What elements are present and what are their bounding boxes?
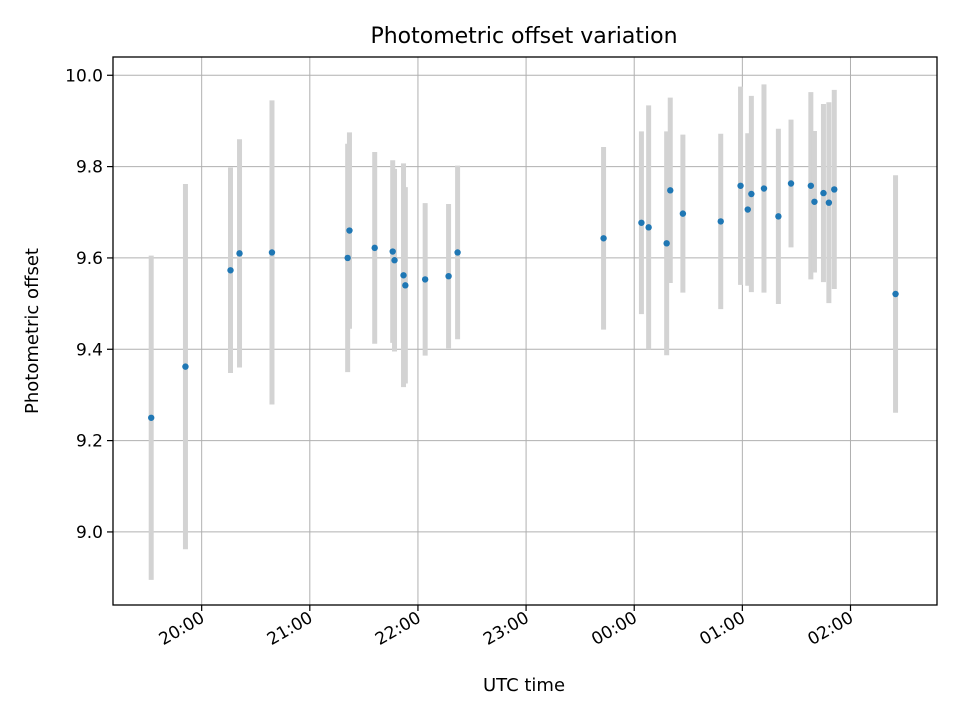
data-point [667,187,674,194]
x-tick-label: 00:00 [588,608,640,650]
data-point [400,272,407,279]
y-tick-label: 9.0 [76,523,103,543]
data-point [787,180,795,187]
x-axis-label: UTC time [483,675,565,696]
x-tick-label: 02:00 [805,608,857,650]
data-point [638,219,645,226]
data-point [389,248,396,255]
data-point [346,227,353,234]
data-point [807,182,815,189]
data-point [748,190,755,198]
x-tick-label: 22:00 [372,608,424,650]
error-bars [148,84,899,580]
plot-area-frame [112,56,938,606]
data-point [744,206,751,213]
chart-title: Photometric offset variation [370,24,677,49]
data-point [663,240,670,247]
y-tick-label: 9.4 [76,340,103,360]
data-point [227,267,234,274]
y-tick-label: 9.2 [76,432,103,452]
data-point [402,282,409,289]
x-tick-label: 01:00 [696,608,748,650]
data-point [679,210,687,217]
data-point [454,249,461,256]
data-point [820,189,827,197]
y-tick-label: 9.8 [76,158,103,178]
data-point [182,363,189,370]
data-point [421,276,429,283]
x-tick-label: 20:00 [156,608,208,650]
data-point [344,254,351,262]
x-tick-label: 23:00 [480,608,532,650]
data-point [268,249,276,256]
y-axis-ticks: 9.0 9.2 9.4 9.6 9.8 10.0 [65,66,113,543]
y-tick-label: 9.6 [76,249,103,269]
data-point [811,198,818,205]
x-tick-label: 21:00 [264,608,316,650]
y-axis-label: Photometric offset [22,248,43,414]
data-point [371,244,378,252]
data-point [391,257,398,264]
data-point [445,273,452,280]
data-points [148,180,899,421]
data-point [717,218,724,225]
data-point [825,199,833,206]
data-point [236,250,243,257]
y-tick-label: 10.0 [65,66,103,86]
x-axis-ticks: 20:00 21:00 22:00 23:00 00:00 01:00 02:00 [156,605,857,650]
data-point [600,235,607,242]
data-point [775,213,782,220]
data-point [831,186,838,193]
data-point [645,224,652,231]
data-point [760,185,768,192]
data-point [148,414,155,421]
data-point [892,290,899,298]
data-point [737,182,744,189]
